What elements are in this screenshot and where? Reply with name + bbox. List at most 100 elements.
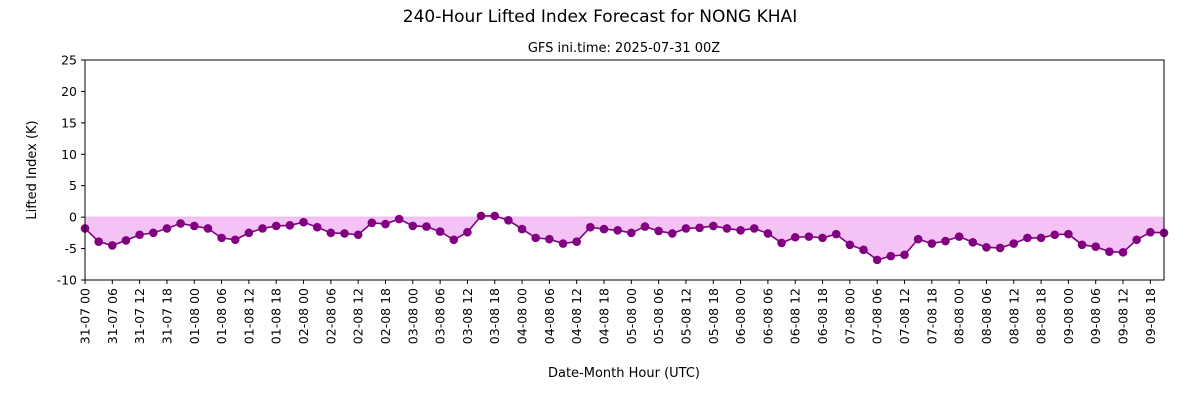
x-tick-label: 31-07 00 (78, 288, 93, 344)
data-point (859, 245, 868, 255)
x-tick-label: 06-08 06 (760, 288, 775, 344)
y-tick-label: 5 (69, 178, 77, 193)
data-point (353, 230, 363, 240)
data-point (1132, 235, 1141, 245)
x-tick-label: 04-08 12 (569, 288, 584, 344)
data-point (1009, 239, 1019, 248)
x-tick-label: 01-08 12 (241, 288, 256, 344)
data-point (1146, 227, 1155, 237)
data-point (886, 251, 896, 261)
data-point (804, 232, 814, 241)
data-point (982, 243, 991, 252)
data-point (1036, 233, 1046, 243)
data-point (312, 222, 322, 232)
data-point (790, 232, 800, 242)
data-point (476, 211, 486, 221)
data-point (285, 221, 295, 230)
data-point (913, 234, 923, 244)
x-tick-label: 05-08 06 (651, 288, 666, 344)
data-point (968, 237, 978, 247)
data-point (121, 236, 131, 245)
x-tick-label: 02-08 00 (296, 288, 311, 344)
data-point (1091, 242, 1101, 251)
x-tick-label: 03-08 18 (487, 288, 502, 344)
data-point (244, 228, 254, 238)
x-tick-label: 09-08 00 (1061, 288, 1076, 344)
data-point (1064, 229, 1073, 239)
x-axis-label: Date-Month Hour (UTC) (548, 366, 700, 381)
x-tick-label: 09-08 18 (1143, 288, 1158, 344)
x-tick-label: 07-08 18 (924, 288, 939, 344)
data-point (408, 221, 418, 231)
data-point (954, 232, 964, 241)
data-point (463, 227, 472, 237)
data-point (818, 233, 827, 243)
data-point (490, 211, 500, 221)
chart-title: 240-Hour Lifted Index Forecast for NONG … (403, 7, 797, 27)
x-tick-label: 05-08 18 (706, 288, 721, 344)
plot-frame (84, 59, 1165, 281)
data-point (627, 228, 636, 238)
data-point (394, 214, 404, 224)
data-point (108, 241, 117, 250)
x-tick-label: 03-08 12 (460, 288, 475, 344)
data-point (94, 237, 103, 246)
data-point (1023, 233, 1032, 243)
data-point (148, 228, 158, 238)
x-tick-label: 03-08 00 (405, 288, 420, 344)
x-tick-label: 01-08 06 (214, 288, 229, 344)
data-point (681, 224, 691, 233)
data-point (326, 228, 336, 238)
data-point (271, 221, 281, 231)
data-point (340, 229, 349, 238)
data-point (299, 217, 308, 227)
x-tick-label: 04-08 06 (542, 288, 557, 344)
data-point (777, 238, 786, 248)
data-point (941, 236, 950, 246)
data-point (640, 222, 650, 231)
data-point (995, 243, 1005, 253)
data-point (162, 224, 172, 233)
x-tick-label: 08-08 12 (1006, 288, 1021, 344)
data-point (176, 219, 185, 228)
x-tick-label: 01-08 18 (269, 288, 284, 344)
x-tick-label: 02-08 06 (323, 288, 338, 344)
data-point (367, 218, 377, 228)
data-point (763, 229, 773, 238)
data-point (572, 237, 581, 246)
data-point (695, 223, 704, 233)
x-tick-label: 31-07 06 (105, 288, 120, 344)
data-point (654, 226, 663, 236)
data-point (1118, 248, 1128, 257)
data-point (558, 239, 568, 248)
data-point (613, 226, 622, 235)
y-tick-label: 10 (61, 147, 77, 162)
x-tick-label: 08-08 18 (1034, 288, 1049, 344)
data-point (668, 229, 677, 238)
x-tick-label: 06-08 00 (733, 288, 748, 344)
data-point (258, 224, 267, 233)
y-tick-label: -10 (57, 273, 77, 288)
x-tick-label: 05-08 12 (678, 288, 693, 344)
data-point (736, 226, 745, 235)
data-point (1077, 240, 1087, 250)
data-point (435, 227, 445, 236)
plot-area: -10 -5 0 5 10 15 20 25 31-07 00 31-07 06 31-07 12 3… (57, 53, 1169, 344)
negative-fill-area (85, 217, 1164, 260)
x-tick-label: 05-08 00 (624, 288, 639, 344)
x-tick-label: 08-08 06 (979, 288, 994, 344)
x-tick-label: 07-08 00 (842, 288, 857, 344)
x-tick-label: 04-08 00 (515, 288, 530, 344)
y-tick-label: -5 (65, 241, 77, 256)
data-point (545, 234, 554, 244)
x-tick-label: 09-08 12 (1116, 288, 1131, 344)
data-point (900, 250, 909, 260)
data-point (217, 233, 226, 243)
x-tick-label: 31-07 18 (159, 288, 174, 344)
data-point (872, 255, 882, 265)
data-point (135, 230, 144, 240)
x-tick-label: 02-08 12 (351, 288, 366, 344)
x-tick-label: 01-08 00 (187, 288, 202, 344)
x-tick-label: 07-08 06 (870, 288, 885, 344)
data-point (517, 224, 527, 234)
